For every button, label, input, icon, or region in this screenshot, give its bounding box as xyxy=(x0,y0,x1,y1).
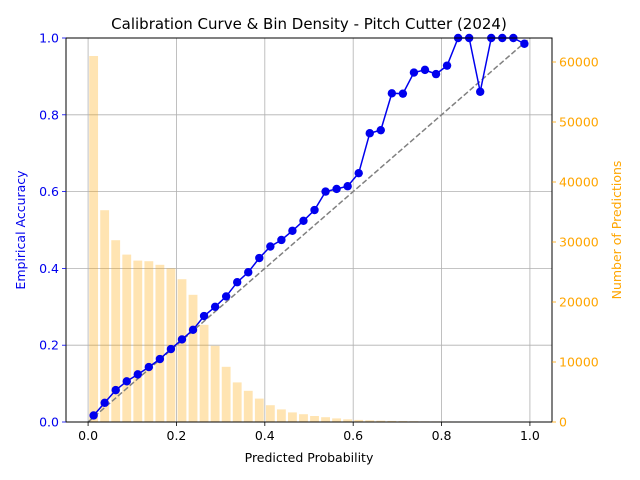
y-left-tick-label: 0.8 xyxy=(39,107,59,122)
y-right-tick-label: 50000 xyxy=(559,115,599,130)
calibration-point xyxy=(376,125,385,135)
density-bar xyxy=(221,366,231,422)
calibration-point xyxy=(100,398,109,407)
calibration-point xyxy=(210,302,220,311)
calibration-point xyxy=(332,184,341,194)
y-left-tick-label: 0.4 xyxy=(39,261,59,276)
density-bar xyxy=(133,260,143,422)
calibration-point xyxy=(144,362,154,372)
calibration-point xyxy=(122,377,131,386)
density-bar xyxy=(188,294,198,422)
calibration-curve xyxy=(93,37,525,416)
calibration-point xyxy=(166,344,176,354)
y-right-tick-label: 10000 xyxy=(559,355,599,370)
y-right-axis-ticks: 0 10000 20000 30000 40000 50000 60000 xyxy=(552,55,599,430)
density-bar xyxy=(100,210,110,422)
density-bar xyxy=(276,409,286,422)
density-bar xyxy=(332,418,342,422)
chart-title: Calibration Curve & Bin Density - Pitch … xyxy=(111,15,507,33)
y-right-tick-label: 60000 xyxy=(559,55,599,70)
density-bar xyxy=(232,382,242,422)
calibration-point xyxy=(288,226,297,235)
calibration-point xyxy=(188,325,198,335)
density-bar xyxy=(265,405,275,422)
calibration-point xyxy=(520,39,529,48)
y-left-tick-label: 1.0 xyxy=(39,31,59,46)
x-tick-label: 0.8 xyxy=(432,428,452,443)
x-axis-ticks: 0.0 0.2 0.4 0.6 0.8 1.0 xyxy=(78,422,540,443)
calibration-point xyxy=(398,89,408,98)
calibration-point xyxy=(133,370,142,379)
y-left-axis-ticks: 0.0 0.2 0.4 0.6 0.8 1.0 xyxy=(39,31,66,430)
density-bar xyxy=(210,345,220,422)
calibration-point xyxy=(199,311,209,321)
x-tick-label: 0.0 xyxy=(78,428,98,443)
calibration-point xyxy=(111,385,120,395)
calibration-point xyxy=(155,354,165,364)
x-tick-label: 0.4 xyxy=(255,428,275,443)
density-bar xyxy=(144,261,154,422)
calibration-point xyxy=(343,182,352,191)
x-axis-label: Predicted Probability xyxy=(245,450,374,465)
density-bar xyxy=(111,240,121,422)
calibration-point xyxy=(420,65,430,75)
calibration-point xyxy=(409,68,419,77)
calibration-point xyxy=(244,268,253,277)
calibration-point xyxy=(365,129,374,138)
density-bar xyxy=(376,420,386,422)
density-bar xyxy=(387,420,397,422)
calibration-point xyxy=(255,253,264,263)
density-bar xyxy=(365,420,375,422)
calibration-point xyxy=(221,292,231,301)
y-right-tick-label: 30000 xyxy=(559,235,599,250)
x-tick-label: 0.2 xyxy=(167,428,187,443)
density-bar xyxy=(243,390,253,422)
density-bar xyxy=(321,417,330,422)
calibration-point xyxy=(89,411,98,420)
density-bar xyxy=(122,254,132,422)
density-bar xyxy=(354,419,364,422)
calibration-point xyxy=(177,335,187,344)
calibration-point xyxy=(233,278,242,287)
calibration-point xyxy=(387,89,397,98)
density-bar xyxy=(299,414,308,422)
calibration-line xyxy=(93,37,525,416)
y-left-tick-label: 0.0 xyxy=(39,415,59,430)
y-left-tick-label: 0.2 xyxy=(39,338,59,353)
density-bar xyxy=(343,419,353,422)
calibration-point xyxy=(431,69,441,79)
calibration-point xyxy=(476,87,485,96)
calibration-point xyxy=(442,61,452,70)
density-bar xyxy=(254,398,264,422)
plot-frame xyxy=(65,37,553,423)
calibration-point xyxy=(310,205,319,215)
perfect-calibration-line xyxy=(87,37,531,423)
calibration-point xyxy=(354,168,363,178)
reference-diagonal xyxy=(87,37,531,423)
x-tick-label: 1.0 xyxy=(520,428,540,443)
y-right-tick-label: 0 xyxy=(559,415,567,430)
density-bar xyxy=(199,324,209,422)
x-tick-label: 0.6 xyxy=(343,428,363,443)
density-bar xyxy=(155,264,165,422)
calibration-point xyxy=(277,235,286,245)
calibration-point xyxy=(266,242,275,251)
y-right-tick-label: 20000 xyxy=(559,295,599,310)
calibration-point xyxy=(299,216,308,225)
density-bar xyxy=(89,56,99,422)
y-right-axis-label: Number of Predictions xyxy=(609,161,624,300)
density-bar xyxy=(177,279,187,422)
y-right-tick-label: 40000 xyxy=(559,175,599,190)
density-bar xyxy=(310,416,319,422)
y-left-axis-label: Empirical Accuracy xyxy=(13,170,28,290)
calibration-point xyxy=(321,187,330,196)
y-left-tick-label: 0.6 xyxy=(39,184,59,199)
density-bar xyxy=(288,412,297,422)
bin-density-bars xyxy=(89,56,529,422)
